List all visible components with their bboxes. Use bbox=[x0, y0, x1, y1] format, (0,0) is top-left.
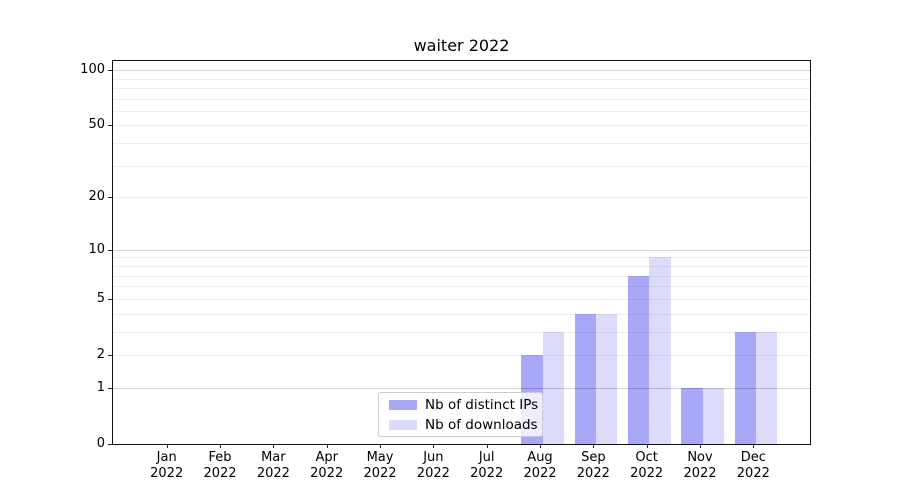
minor-gridline bbox=[113, 331, 810, 333]
x-tick-label: May 2022 bbox=[363, 450, 397, 481]
chart-title: waiter 2022 bbox=[413, 36, 510, 55]
x-tick-mark bbox=[166, 444, 168, 448]
minor-gridline bbox=[113, 298, 810, 300]
y-tick-label: 0 bbox=[96, 436, 105, 451]
legend-swatch-downloads bbox=[389, 419, 417, 430]
y-tick-mark bbox=[108, 70, 112, 72]
y-tick-label: 20 bbox=[88, 189, 105, 205]
major-gridline bbox=[113, 249, 810, 251]
y-tick-mark bbox=[108, 354, 112, 356]
legend: Nb of distinct IPs Nb of downloads bbox=[378, 392, 543, 437]
y-tick-label: 10 bbox=[88, 241, 105, 257]
x-tick-mark bbox=[220, 444, 222, 448]
y-tick-mark bbox=[108, 197, 112, 199]
minor-gridline bbox=[113, 125, 810, 127]
x-tick-mark bbox=[646, 444, 648, 448]
minor-gridline bbox=[113, 78, 810, 80]
minor-gridline bbox=[113, 98, 810, 100]
legend-entry-distinct-ips: Nb of distinct IPs bbox=[389, 397, 538, 413]
minor-gridline bbox=[113, 143, 810, 145]
x-tick-label: Nov 2022 bbox=[683, 450, 717, 481]
bar-downloads bbox=[596, 313, 618, 444]
bar-distinct-ips bbox=[734, 331, 757, 444]
bar-distinct-ips bbox=[574, 313, 597, 444]
y-tick-label: 1 bbox=[96, 379, 105, 395]
bar-distinct-ips bbox=[628, 275, 650, 444]
y-tick-mark bbox=[108, 444, 112, 445]
minor-gridline bbox=[113, 110, 810, 112]
bar-downloads bbox=[702, 387, 724, 444]
x-tick-label: Dec 2022 bbox=[736, 450, 770, 481]
x-tick-label: Sep 2022 bbox=[576, 450, 610, 481]
x-tick-mark bbox=[753, 444, 755, 448]
bar-downloads bbox=[542, 331, 564, 444]
major-gridline bbox=[113, 387, 810, 389]
x-tick-label: Mar 2022 bbox=[256, 450, 290, 481]
bar-distinct-ips bbox=[681, 387, 703, 444]
x-tick-label: Apr 2022 bbox=[310, 450, 344, 481]
x-tick-label: Jun 2022 bbox=[416, 450, 450, 481]
y-tick-label: 100 bbox=[80, 62, 105, 78]
minor-gridline bbox=[113, 197, 810, 199]
x-tick-mark bbox=[326, 444, 328, 448]
minor-gridline bbox=[113, 165, 810, 167]
minor-gridline bbox=[113, 313, 810, 315]
legend-entry-downloads: Nb of downloads bbox=[389, 417, 538, 433]
x-tick-label: Feb 2022 bbox=[203, 450, 237, 481]
minor-gridline bbox=[113, 265, 810, 267]
x-tick-mark bbox=[593, 444, 595, 448]
minor-gridline bbox=[113, 286, 810, 288]
bar-downloads bbox=[756, 331, 778, 444]
x-tick-mark bbox=[486, 444, 488, 448]
legend-label-distinct-ips: Nb of distinct IPs bbox=[425, 396, 539, 413]
x-tick-label: Aug 2022 bbox=[523, 450, 557, 481]
x-tick-mark bbox=[540, 444, 541, 448]
x-tick-mark bbox=[433, 444, 435, 448]
y-tick-mark bbox=[108, 387, 112, 389]
y-tick-mark bbox=[108, 298, 112, 300]
major-gridline bbox=[113, 70, 810, 72]
minor-gridline bbox=[113, 354, 810, 356]
legend-label-downloads: Nb of downloads bbox=[425, 416, 538, 433]
minor-gridline bbox=[113, 275, 810, 277]
y-tick-label: 2 bbox=[96, 346, 105, 362]
x-tick-mark bbox=[380, 444, 382, 448]
x-tick-label: Jul 2022 bbox=[470, 450, 504, 481]
x-tick-label: Oct 2022 bbox=[630, 450, 664, 481]
bar-downloads bbox=[649, 257, 671, 444]
y-tick-mark bbox=[108, 249, 112, 251]
legend-swatch-distinct-ips bbox=[389, 399, 417, 410]
minor-gridline bbox=[113, 257, 810, 259]
minor-gridline bbox=[113, 87, 810, 89]
y-tick-label: 5 bbox=[96, 290, 105, 306]
y-tick-mark bbox=[108, 125, 112, 127]
x-tick-mark bbox=[700, 444, 701, 448]
y-tick-label: 50 bbox=[88, 117, 105, 133]
x-tick-label: Jan 2022 bbox=[150, 450, 184, 481]
x-tick-mark bbox=[273, 444, 275, 448]
